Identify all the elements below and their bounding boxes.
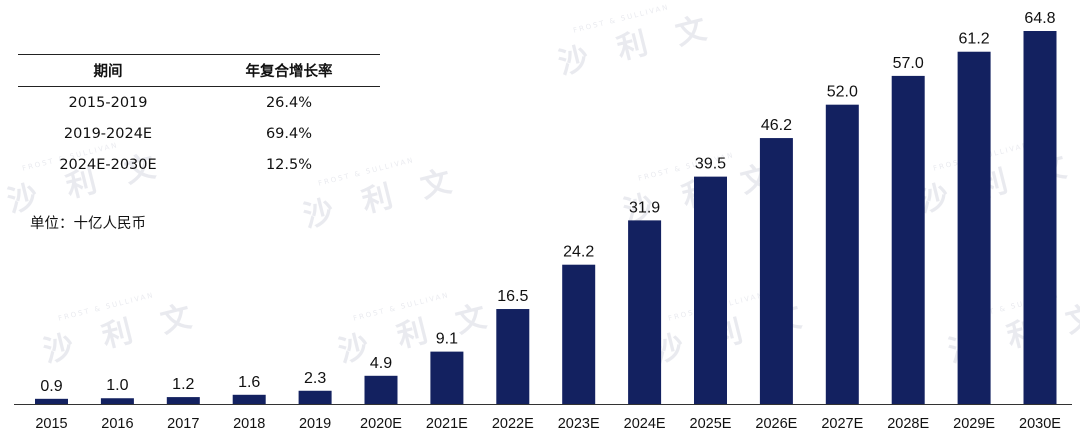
x-tick-label-2020E: 2020E <box>360 416 402 432</box>
x-tick-label-2017: 2017 <box>167 416 199 432</box>
value-label-2016: 1.0 <box>106 377 128 394</box>
x-tick-label-2024E: 2024E <box>624 416 666 432</box>
table-cell-period: 2024E-2030E <box>59 156 157 173</box>
table-cell-cagr: 69.4% <box>265 125 313 142</box>
bar-2018 <box>232 394 266 404</box>
value-label-2024E: 31.9 <box>629 199 660 216</box>
bar-2029E <box>957 51 991 404</box>
x-tick-label-2019: 2019 <box>299 416 331 432</box>
x-tick-label-2023E: 2023E <box>558 416 600 432</box>
value-label-2020E: 4.9 <box>370 355 392 372</box>
bar-2024E <box>628 220 662 404</box>
x-tick-label-2028E: 2028E <box>887 416 929 432</box>
x-tick-label-2025E: 2025E <box>690 416 732 432</box>
bar-2028E <box>891 75 925 405</box>
table-header-period: 期间 <box>93 64 123 80</box>
table-cell-period: 2019-2024E <box>63 125 153 142</box>
bar-2017 <box>166 397 200 404</box>
bar-2027E <box>825 104 859 404</box>
table-cell-cagr: 12.5% <box>265 156 313 173</box>
bar-series <box>35 31 1057 405</box>
bar-2015 <box>35 398 68 404</box>
table-row: 2024E-2030E 12.5% <box>18 149 380 180</box>
value-label-2030E: 64.8 <box>1024 10 1055 27</box>
bar-2016 <box>100 398 134 404</box>
x-tick-label-2015: 2015 <box>35 416 67 432</box>
x-tick-label-2022E: 2022E <box>492 416 534 432</box>
x-tick-label-2016: 2016 <box>101 416 133 432</box>
table-cell-period: 2015-2019 <box>68 94 148 111</box>
table-header-cagr: 年复合增长率 <box>245 64 333 80</box>
x-tick-label-2026E: 2026E <box>755 416 797 432</box>
table-cell-cagr: 26.4% <box>265 94 313 111</box>
table-rule-top <box>18 54 380 55</box>
value-label-2025E: 39.5 <box>695 156 726 173</box>
table-row: 2015-2019 26.4% <box>18 87 380 118</box>
table-header-row: 期间 年复合增长率 <box>18 55 380 86</box>
value-label-2021E: 9.1 <box>436 331 458 348</box>
value-label-2029E: 61.2 <box>959 31 990 48</box>
bar-2023E <box>562 264 596 404</box>
bar-2026E <box>759 138 793 404</box>
bar-2019 <box>298 390 332 404</box>
cagr-table: 期间 年复合增长率 2015-2019 26.4% 2019-2024E 69.… <box>18 54 380 180</box>
x-tick-label-2027E: 2027E <box>821 416 863 432</box>
value-label-2019: 2.3 <box>304 370 326 387</box>
value-label-2022E: 16.5 <box>497 288 528 305</box>
x-tick-label-2018: 2018 <box>233 416 265 432</box>
table-rule-mid <box>18 86 380 87</box>
bar-2025E <box>694 176 727 404</box>
x-tick-labels: 2015 2016 2017 2018 2019 2020E 2021E 2022E 2023E… <box>35 416 1061 432</box>
value-label-2015: 0.9 <box>40 378 62 395</box>
value-label-2023E: 24.2 <box>563 244 594 261</box>
value-label-2027E: 52.0 <box>827 84 858 101</box>
bar-2030E <box>1023 31 1057 404</box>
bar-2020E <box>364 375 398 404</box>
x-tick-label-2030E: 2030E <box>1019 416 1061 432</box>
unit-label: 单位：十亿人民币 <box>30 216 146 232</box>
x-tick-label-2021E: 2021E <box>426 416 468 432</box>
bar-2021E <box>430 351 464 404</box>
bar-2022E <box>496 309 530 404</box>
value-label-2028E: 57.0 <box>893 55 924 72</box>
value-label-2026E: 46.2 <box>761 117 792 134</box>
x-tick-label-2029E: 2029E <box>953 416 995 432</box>
value-label-2018: 1.6 <box>238 374 260 391</box>
value-label-2017: 1.2 <box>172 376 194 393</box>
value-labels: 0.9 1.0 1.2 1.6 2.3 4.9 9.1 16.5 24.2 31.9 39.5 46.… <box>40 10 1055 395</box>
table-row: 2019-2024E 69.4% <box>18 118 380 149</box>
